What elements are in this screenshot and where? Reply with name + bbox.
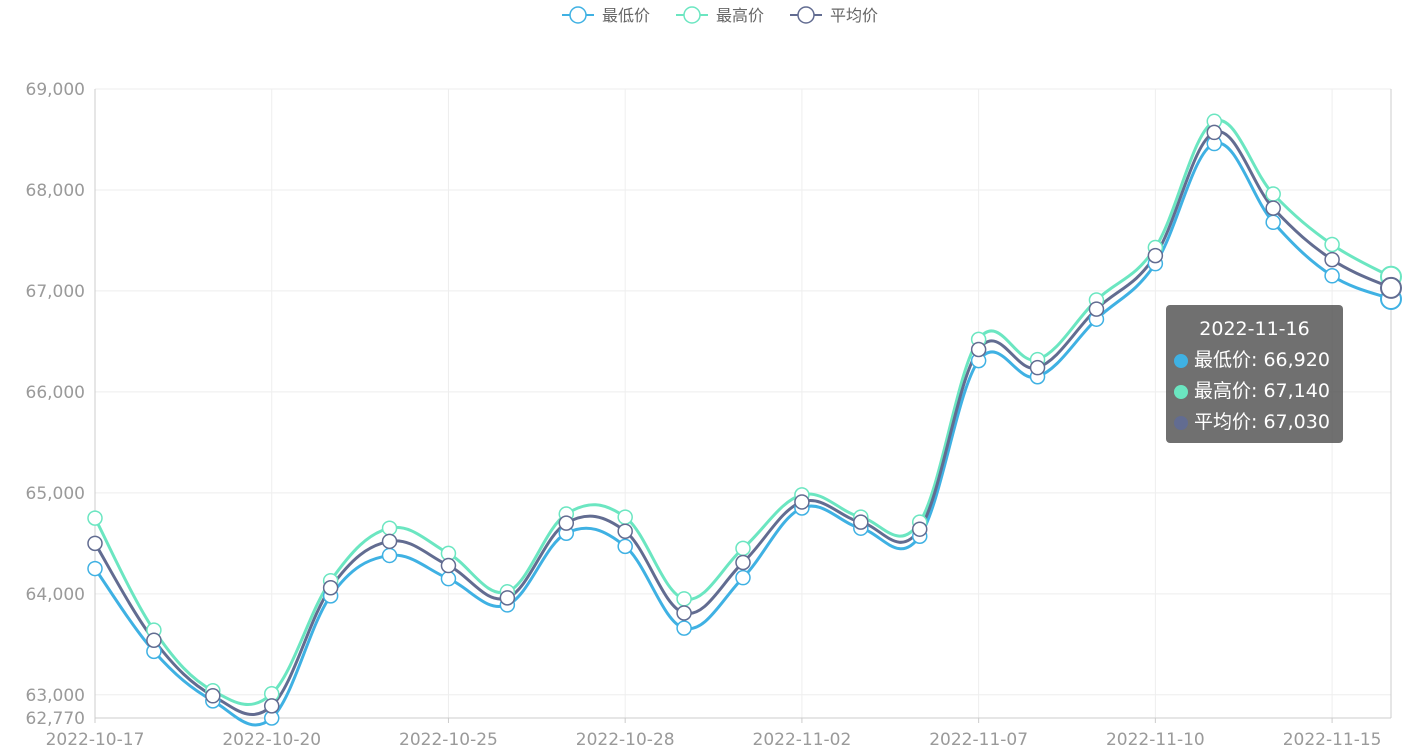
- data-point-low: [735, 569, 751, 586]
- data-point-avg: [1265, 200, 1281, 216]
- data-point-low: [381, 547, 398, 564]
- tooltip-value-high: 最高价: 67,140: [1194, 380, 1330, 402]
- data-point-high: [1324, 236, 1340, 253]
- tooltip-row-avg: 平均价: 67,030: [1174, 407, 1335, 438]
- data-point-avg: [735, 554, 751, 571]
- x-tick-label: 2022-11-07: [929, 730, 1028, 750]
- data-point-high: [735, 540, 751, 557]
- series-line-high: [93, 118, 1392, 706]
- tooltip-title: 2022-11-16: [1199, 318, 1310, 340]
- data-point-low: [87, 560, 103, 577]
- data-point-high: [676, 591, 692, 607]
- data-point-avg: [970, 341, 987, 358]
- tooltip-row-high: 最高价: 67,140: [1174, 376, 1335, 407]
- legend-marker-high: [683, 6, 701, 24]
- y-tick-label: 62,770: [26, 709, 85, 729]
- data-point-avg: [322, 580, 339, 596]
- data-point-avg: [499, 590, 516, 606]
- data-point-avg: [617, 523, 633, 539]
- data-point-avg: [1088, 301, 1105, 317]
- legend-label-low: 最低价: [602, 6, 650, 25]
- y-tick-label: 63,000: [26, 686, 85, 706]
- data-point-high: [87, 510, 103, 526]
- data-point-avg: [911, 521, 928, 537]
- data-point-high: [617, 509, 633, 525]
- y-tick-label: 69,000: [26, 80, 85, 100]
- y-tick-label: 68,000: [26, 181, 85, 201]
- data-point-low: [676, 620, 692, 636]
- x-tick-label: 2022-11-02: [753, 730, 852, 750]
- x-tick-label: 2022-10-20: [222, 730, 321, 750]
- data-point-avg: [558, 515, 575, 531]
- x-tick-label: 2022-10-17: [46, 730, 145, 750]
- data-point-avg: [263, 698, 280, 714]
- y-tick-label: 65,000: [26, 484, 85, 504]
- data-point-avg: [205, 688, 221, 704]
- data-point-avg: [440, 557, 457, 574]
- series-line-low: [93, 141, 1392, 727]
- series-line-avg: [93, 130, 1392, 717]
- data-point-avg: [1380, 276, 1402, 299]
- x-tick-label: 2022-10-28: [576, 730, 675, 750]
- tooltip-dot-avg: [1174, 415, 1188, 430]
- data-point-low: [1265, 214, 1281, 231]
- data-point-avg: [87, 535, 103, 552]
- legend-label-high: 最高价: [716, 6, 764, 25]
- data-point-avg: [146, 632, 162, 649]
- data-point-avg: [381, 533, 398, 550]
- data-point-avg: [1147, 247, 1164, 264]
- tooltip-dot-low: [1174, 353, 1188, 368]
- data-point-low: [1324, 268, 1340, 284]
- chart-tooltip: 2022-11-16 最低价: 66,920 最高价: 67,140 平均价: …: [1166, 305, 1343, 443]
- data-point-avg: [794, 494, 810, 510]
- data-point-high: [381, 520, 398, 536]
- legend-marker-avg: [797, 6, 815, 24]
- data-point-avg: [1206, 124, 1223, 141]
- data-point-high: [1265, 186, 1281, 202]
- tooltip-dot-high: [1174, 384, 1188, 399]
- tooltip-value-low: 最低价: 66,920: [1194, 349, 1330, 371]
- data-point-avg: [1324, 251, 1340, 268]
- data-point-low: [617, 538, 633, 555]
- x-tick-label: 2022-11-10: [1106, 730, 1205, 750]
- x-tick-label: 2022-11-15: [1283, 730, 1382, 750]
- y-tick-label: 67,000: [26, 282, 85, 302]
- y-tick-label: 64,000: [26, 585, 85, 605]
- legend-marker-low: [569, 6, 587, 24]
- tooltip-row-low: 最低价: 66,920: [1174, 345, 1335, 376]
- data-point-avg: [853, 514, 869, 530]
- data-point-avg: [676, 605, 692, 621]
- x-tick-label: 2022-10-25: [399, 730, 498, 750]
- legend-label-avg: 平均价: [830, 6, 878, 25]
- y-tick-label: 66,000: [26, 383, 85, 403]
- data-point-low: [440, 570, 457, 587]
- data-point-avg: [1029, 359, 1046, 376]
- tooltip-value-avg: 平均价: 67,030: [1194, 411, 1330, 433]
